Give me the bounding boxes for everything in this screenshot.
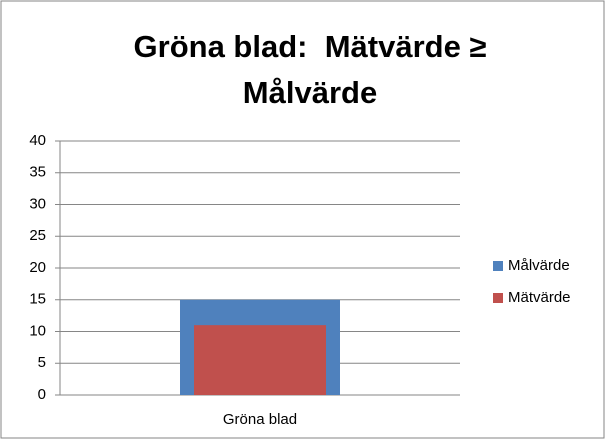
bar [194, 325, 326, 395]
legend-swatch [493, 293, 503, 303]
legend-swatch [493, 261, 503, 271]
y-tick-label: 0 [38, 386, 46, 403]
chart-title: Gröna blad: Mätvärde ≥ Målvärde [133, 29, 496, 110]
y-tick-label: 35 [29, 164, 46, 181]
x-tick-label: Gröna blad [223, 411, 297, 428]
y-tick-label: 40 [29, 132, 46, 149]
legend-label: Mätvärde [508, 289, 571, 306]
y-tick-label: 20 [29, 259, 46, 276]
y-tick-label: 5 [38, 354, 46, 371]
y-tick-label: 10 [29, 322, 46, 339]
y-tick-label: 15 [29, 291, 46, 308]
legend-label: Målvärde [508, 257, 570, 274]
y-tick-label: 30 [29, 195, 46, 212]
y-tick-label: 25 [29, 227, 46, 244]
